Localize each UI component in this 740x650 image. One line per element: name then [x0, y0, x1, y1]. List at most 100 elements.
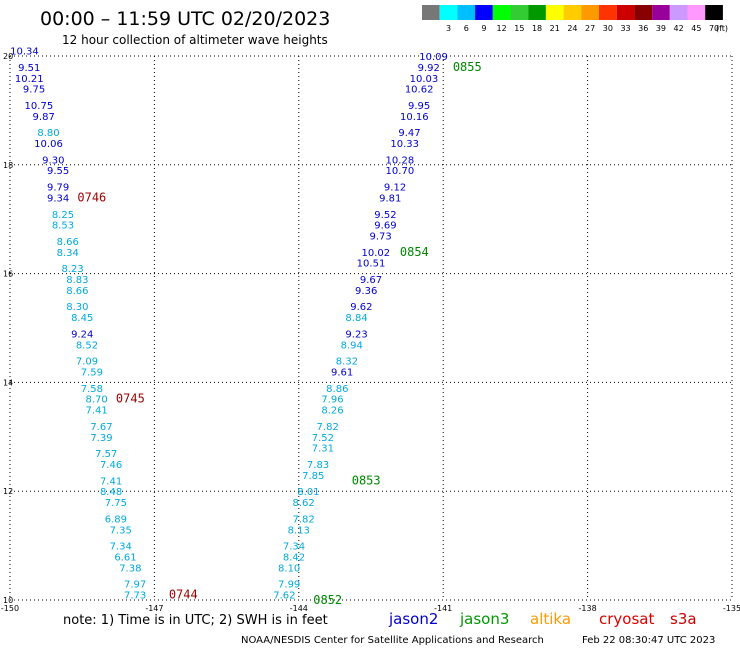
axis-ticks: -150 -147 -144 -141 -138 -135 10 12 14 16 18 20 — [1, 52, 740, 613]
legend-swatch — [599, 5, 617, 20]
swh-value: 9.75 — [23, 85, 45, 96]
swh-value: 9.61 — [331, 368, 353, 379]
pass-time-label: 0853 — [352, 473, 381, 487]
y-tick-label: 14 — [3, 378, 13, 387]
swh-value: 9.87 — [33, 112, 55, 123]
swh-value: 6.61 — [114, 552, 136, 563]
legend-label: 24 — [567, 24, 577, 33]
x-tick-label: -135 — [723, 604, 740, 613]
swh-value: 8.32 — [336, 357, 358, 368]
x-tick-label: -138 — [579, 604, 597, 613]
swh-value: 10.75 — [25, 101, 54, 112]
grid — [9, 55, 733, 601]
swh-value: 8.48 — [100, 487, 122, 498]
swh-value: 9.95 — [408, 101, 430, 112]
swh-value: 7.73 — [124, 591, 146, 602]
swh-value: 7.31 — [312, 444, 334, 455]
swh-value: 9.73 — [369, 232, 391, 243]
swh-value: 7.46 — [100, 460, 122, 471]
x-tick-label: -150 — [1, 604, 19, 613]
legend-swatch — [528, 5, 546, 20]
swh-value: 9.67 — [360, 275, 382, 286]
legend-swatch — [492, 5, 511, 20]
pass-labels: 0744 0745 0746 0852 0853 0854 0855 — [77, 60, 481, 607]
pass-time-label: 0854 — [400, 245, 429, 259]
legend-label: 12 — [497, 24, 507, 33]
swh-value: 7.96 — [321, 395, 343, 406]
swh-value: 10.62 — [405, 85, 434, 96]
swh-value: 10.06 — [34, 139, 63, 150]
legend-swatch — [510, 5, 529, 20]
legend-label: 36 — [638, 24, 648, 33]
satellite-name: jason3 — [459, 610, 509, 628]
footer-note: note: 1) Time is in UTC; 2) SWH is in fe… — [63, 613, 328, 628]
color-legend: 3 6 9 12 15 18 21 24 27 30 33 36 39 42 45 70(ft) — [422, 5, 728, 33]
legend-swatch — [669, 5, 688, 20]
swh-value: 8.53 — [52, 221, 74, 232]
swh-value: 7.34 — [110, 542, 132, 553]
data-points: 7.737.977.386.617.347.356.897.758.487.41… — [10, 47, 448, 602]
legend-swatch — [563, 5, 582, 20]
chart-subtitle: 12 hour collection of altimeter wave hei… — [62, 33, 328, 47]
x-tick-label: -147 — [145, 604, 163, 613]
swh-value: 8.34 — [57, 248, 79, 259]
legend-label: 42 — [674, 24, 684, 33]
swh-value: 10.09 — [419, 52, 448, 63]
swh-value: 8.86 — [326, 384, 348, 395]
swh-value: 10.70 — [386, 166, 415, 177]
legend-label: 3 — [446, 24, 451, 33]
pass-time-label: 0852 — [313, 593, 342, 607]
x-tick-label: -141 — [434, 604, 452, 613]
legend-label: 33 — [620, 24, 630, 33]
legend-swatch — [439, 5, 458, 20]
legend-swatch — [422, 5, 440, 20]
swh-value: 9.23 — [345, 329, 367, 340]
legend-label: 30 — [603, 24, 613, 33]
swh-value: 7.58 — [81, 384, 103, 395]
swh-value: 7.41 — [86, 406, 108, 417]
swh-value: 9.24 — [71, 329, 93, 340]
swh-value: 9.92 — [418, 63, 440, 74]
swh-value: 7.41 — [100, 476, 122, 487]
swh-value: 8.13 — [288, 525, 310, 536]
swh-value: 10.34 — [10, 47, 39, 58]
swh-value: 7.82 — [317, 422, 339, 433]
swh-value: 7.09 — [76, 357, 98, 368]
swh-value: 9.55 — [47, 166, 69, 177]
satellite-name: s3a — [670, 610, 697, 628]
swh-value: 8.30 — [66, 302, 88, 313]
swh-value: 10.51 — [357, 259, 386, 270]
footer-timestamp: Feb 22 08:30:47 UTC 2023 — [582, 635, 715, 646]
swh-value: 7.99 — [278, 580, 300, 591]
legend-swatch — [457, 5, 476, 20]
legend-swatch — [616, 5, 635, 20]
swh-value: 8.70 — [86, 395, 108, 406]
swh-value: 10.03 — [410, 74, 439, 85]
swh-value: 7.97 — [124, 580, 146, 591]
swh-value: 8.66 — [66, 286, 88, 297]
swh-value: 8.84 — [345, 313, 367, 324]
swh-value: 7.34 — [283, 542, 305, 553]
swh-value: 9.47 — [398, 128, 420, 139]
legend-label: 45 — [691, 24, 701, 33]
legend-swatch — [687, 5, 706, 20]
legend-label: 27 — [585, 24, 595, 33]
swh-value: 7.85 — [302, 471, 324, 482]
swh-value: 7.82 — [292, 514, 314, 525]
legend-swatch — [705, 5, 723, 20]
swh-value: 8.23 — [61, 264, 83, 275]
y-tick-label: 18 — [3, 161, 13, 170]
legend-label: 39 — [656, 24, 666, 33]
swh-value: 7.62 — [273, 591, 295, 602]
y-tick-label: 20 — [3, 52, 13, 61]
swh-value: 8.45 — [71, 313, 93, 324]
swh-value: 9.81 — [379, 193, 401, 204]
legend-swatch — [475, 5, 493, 20]
chart-title: 00:00 – 11:59 UTC 02/20/2023 — [40, 8, 330, 30]
swh-value: 9.30 — [42, 155, 64, 166]
swh-value: 9.69 — [374, 221, 396, 232]
legend-label: 6 — [464, 24, 469, 33]
legend-label: 9 — [481, 24, 486, 33]
pass-time-label: 0746 — [77, 190, 106, 204]
x-tick-label: -144 — [290, 604, 308, 613]
